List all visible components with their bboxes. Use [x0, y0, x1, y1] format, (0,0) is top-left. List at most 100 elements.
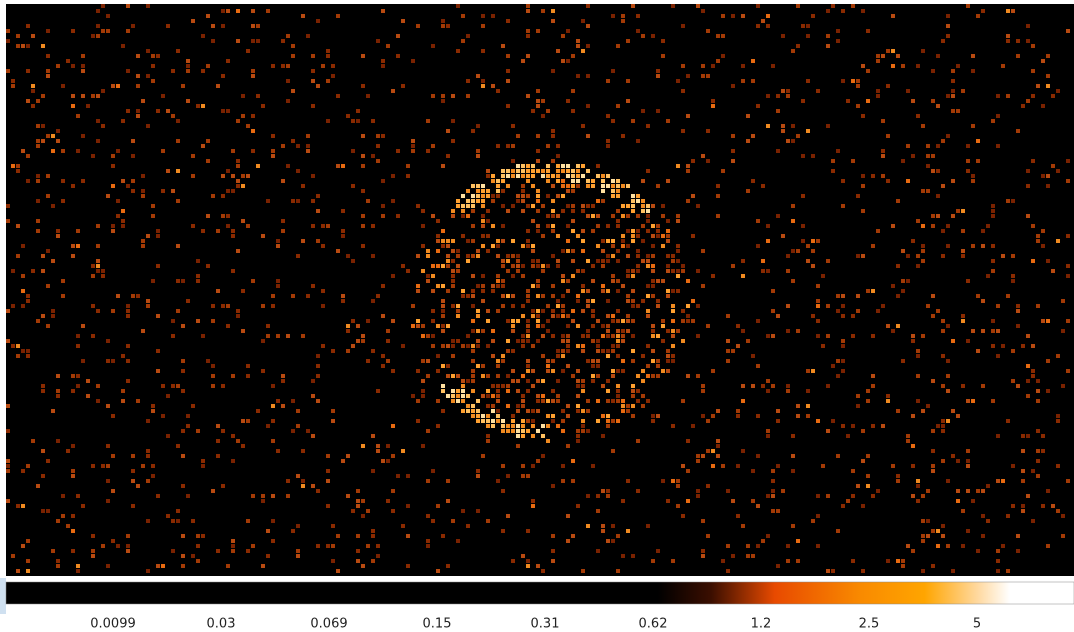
pixel [361, 164, 365, 168]
pixel [826, 569, 830, 573]
pixel [936, 529, 940, 533]
pixel [456, 269, 460, 273]
pixel [806, 414, 810, 418]
pixel [76, 384, 80, 388]
pixel [621, 214, 625, 218]
pixel [466, 214, 470, 218]
pixel [961, 89, 965, 93]
pixel [1021, 434, 1025, 438]
pixel [536, 399, 540, 403]
pixel [126, 29, 130, 33]
pixel [781, 34, 785, 38]
pixel [621, 399, 625, 403]
pixel [661, 54, 665, 58]
pixel [521, 394, 525, 398]
pixel [636, 374, 640, 378]
pixel [781, 234, 785, 238]
pixel [881, 424, 885, 428]
pixel [801, 99, 805, 103]
pixel [456, 339, 460, 343]
pixel [381, 284, 385, 288]
pixel [706, 74, 710, 78]
pixel [486, 194, 490, 198]
pixel [806, 244, 810, 248]
pixel [486, 219, 490, 223]
pixel [516, 429, 520, 433]
pixel [796, 134, 800, 138]
pixel [941, 184, 945, 188]
pixel [776, 314, 780, 318]
pixel [6, 219, 10, 223]
pixel [591, 179, 595, 183]
pixel [991, 319, 995, 323]
pixel [556, 234, 560, 238]
pixel [946, 244, 950, 248]
pixel [471, 184, 475, 188]
pixel [266, 334, 270, 338]
pixel [446, 479, 450, 483]
pixel [551, 549, 555, 553]
pixel [546, 424, 550, 428]
pixel [556, 354, 560, 358]
pixel [361, 499, 365, 503]
pixel [711, 64, 715, 68]
pixel [446, 259, 450, 263]
pixel [486, 434, 490, 438]
pixel [151, 214, 155, 218]
pixel [541, 454, 545, 458]
pixel [871, 244, 875, 248]
pixel [221, 9, 225, 13]
pixel [676, 269, 680, 273]
pixel [761, 259, 765, 263]
pixel [416, 289, 420, 293]
pixel [626, 244, 630, 248]
pixel [301, 334, 305, 338]
pixel [581, 409, 585, 413]
pixel [731, 84, 735, 88]
pixel [456, 254, 460, 258]
pixel [766, 334, 770, 338]
pixel [666, 359, 670, 363]
pixel [581, 174, 585, 178]
pixel [206, 64, 210, 68]
pixel [1056, 239, 1060, 243]
pixel [331, 409, 335, 413]
pixel [796, 559, 800, 563]
pixel [426, 544, 430, 548]
pixel [561, 314, 565, 318]
pixel [276, 279, 280, 283]
pixel [561, 34, 565, 38]
pixel [971, 174, 975, 178]
pixel [541, 294, 545, 298]
pixel [596, 174, 600, 178]
pixel [11, 269, 15, 273]
pixel [636, 199, 640, 203]
pixel [541, 354, 545, 358]
pixel [126, 314, 130, 318]
pixel [176, 279, 180, 283]
pixel [561, 409, 565, 413]
pixel [521, 184, 525, 188]
pixel [326, 504, 330, 508]
pixel [561, 464, 565, 468]
pixel [351, 319, 355, 323]
pixel [481, 244, 485, 248]
pixel [501, 174, 505, 178]
pixel [656, 74, 660, 78]
pixel [1021, 509, 1025, 513]
pixel [631, 194, 635, 198]
pixel [626, 479, 630, 483]
pixel [46, 324, 50, 328]
pixel [201, 464, 205, 468]
pixel [181, 429, 185, 433]
pixel [616, 209, 620, 213]
pixel [531, 169, 535, 173]
pixel [471, 289, 475, 293]
pixel [911, 414, 915, 418]
pixel [51, 314, 55, 318]
colorbar[interactable] [6, 582, 1074, 604]
pixel [606, 299, 610, 303]
pixel [971, 244, 975, 248]
pixel [246, 364, 250, 368]
pixel [526, 339, 530, 343]
